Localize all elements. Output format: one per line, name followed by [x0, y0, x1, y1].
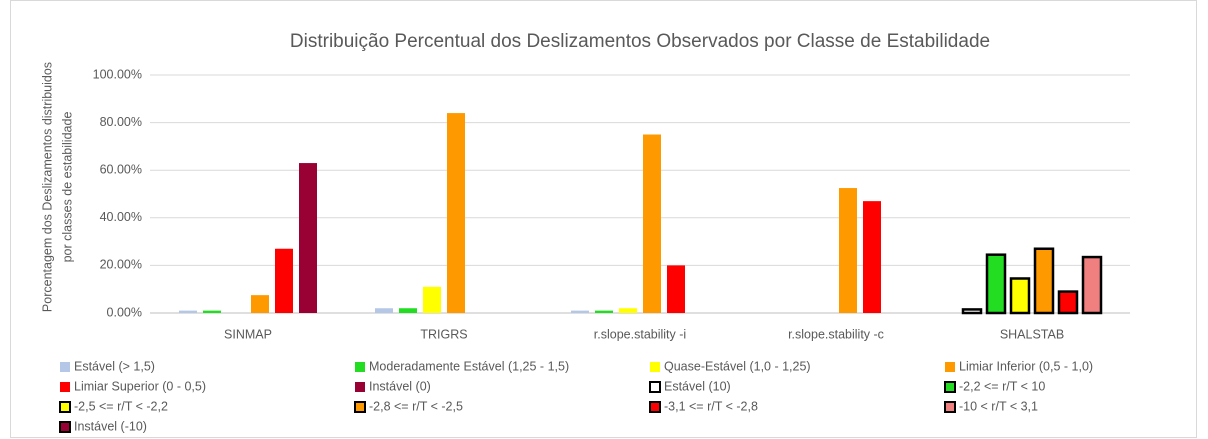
legend-label: Moderadamente Estável (1,25 - 1,5): [369, 359, 569, 373]
bar: [251, 295, 269, 313]
legend-swatch: [944, 401, 956, 413]
legend-swatch: [355, 362, 365, 372]
bar: [571, 310, 589, 313]
y-axis-title: Porcentagem dos Deslizamentos distribuid…: [40, 62, 54, 312]
legend-label: Quase-Estável (1,0 - 1,25): [664, 359, 811, 373]
legend-swatch: [944, 381, 956, 393]
legend-label: Limiar Inferior (0,5 - 1,0): [959, 359, 1093, 373]
bar: [619, 308, 637, 313]
bar: [1057, 290, 1079, 315]
bar: [423, 286, 441, 313]
x-tick-label: r.slope.stability -i: [594, 327, 686, 341]
bar: [375, 308, 393, 313]
y-tick-label: 40.00%: [100, 210, 142, 224]
legend-swatch: [650, 362, 660, 372]
bar: [399, 308, 417, 313]
bar: [961, 308, 983, 315]
y-tick-label: 80.00%: [100, 115, 142, 129]
bar: [447, 113, 465, 313]
bar: [863, 201, 881, 313]
y-tick-label: 0.00%: [107, 305, 142, 319]
x-tick-label: TRIGRS: [420, 327, 467, 341]
y-axis-title: por classes de estabilidade: [60, 112, 74, 263]
legend-label: -3,1 <= r/T < -2,8: [664, 399, 758, 413]
bar: [275, 248, 293, 313]
legend-label: Instável (-10): [74, 419, 147, 433]
chart-title: Distribuição Percentual dos Deslizamento…: [290, 31, 990, 52]
legend-swatch: [59, 401, 71, 413]
x-tick-label: r.slope.stability -c: [788, 327, 884, 341]
legend-label: -10 < r/T < 3,1: [959, 399, 1038, 413]
y-tick-label: 100.00%: [93, 67, 142, 81]
legend-label: Estável (10): [664, 379, 731, 393]
bar: [203, 310, 221, 313]
legend-swatch: [60, 382, 70, 392]
bar: [985, 253, 1007, 315]
bar: [643, 134, 661, 313]
legend-swatch: [945, 362, 955, 372]
legend-swatch: [649, 381, 661, 393]
bar: [595, 310, 613, 313]
bar: [299, 163, 317, 313]
legend-swatch: [60, 362, 70, 372]
y-tick-label: 60.00%: [100, 162, 142, 176]
legend-swatch: [649, 401, 661, 413]
legend-label: Estável (> 1,5): [74, 359, 155, 373]
legend-swatch: [355, 382, 365, 392]
x-tick-label: SHALSTAB: [1000, 327, 1064, 341]
legend-label: -2,2 <= r/T < 10: [959, 379, 1045, 393]
chart-frame: [10, 0, 1197, 438]
bar: [179, 310, 197, 313]
legend-label: -2,8 <= r/T < -2,5: [369, 399, 463, 413]
bar: [667, 265, 685, 313]
legend-label: Instável (0): [369, 379, 431, 393]
y-tick-label: 20.00%: [100, 258, 142, 272]
x-tick-label: SINMAP: [224, 327, 272, 341]
legend-swatch: [59, 421, 71, 433]
bar: [839, 188, 857, 313]
bar: [1009, 277, 1031, 315]
legend-label: Limiar Superior (0 - 0,5): [74, 379, 206, 393]
bar: [1033, 247, 1055, 315]
legend-label: -2,5 <= r/T < -2,2: [74, 399, 168, 413]
legend-swatch: [354, 401, 366, 413]
bar: [1081, 255, 1103, 315]
